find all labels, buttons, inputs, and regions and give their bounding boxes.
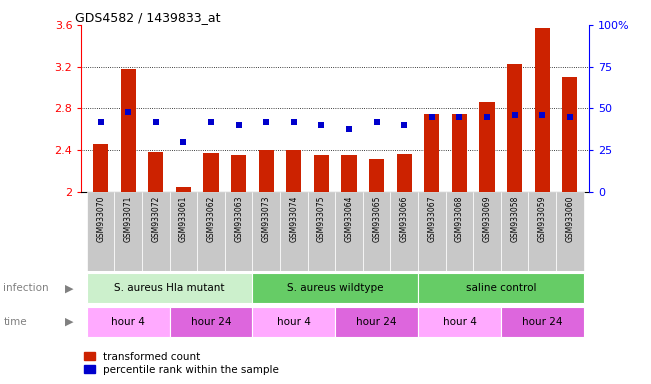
Bar xyxy=(418,192,446,271)
Bar xyxy=(396,154,412,192)
Bar xyxy=(253,273,418,303)
Bar xyxy=(87,192,115,271)
Text: GSM933065: GSM933065 xyxy=(372,196,381,242)
Bar xyxy=(534,28,550,192)
Bar xyxy=(446,192,473,271)
Bar xyxy=(170,307,253,337)
Bar xyxy=(142,192,170,271)
Text: GSM933064: GSM933064 xyxy=(344,196,353,242)
Legend: transformed count, percentile rank within the sample: transformed count, percentile rank withi… xyxy=(80,348,283,379)
Point xyxy=(288,119,299,125)
Bar xyxy=(258,150,274,192)
Text: GSM933073: GSM933073 xyxy=(262,196,271,242)
Bar xyxy=(418,273,584,303)
Bar xyxy=(231,156,246,192)
Point xyxy=(261,119,271,125)
Text: ▶: ▶ xyxy=(65,283,74,293)
Bar xyxy=(501,192,529,271)
Bar xyxy=(197,192,225,271)
Point xyxy=(426,114,437,120)
Text: GSM933072: GSM933072 xyxy=(152,196,160,242)
Text: S. aureus Hla mutant: S. aureus Hla mutant xyxy=(115,283,225,293)
Bar xyxy=(225,192,253,271)
Bar xyxy=(314,156,329,192)
Bar xyxy=(479,102,495,192)
Text: GSM933074: GSM933074 xyxy=(290,196,298,242)
Bar xyxy=(391,192,418,271)
Text: GSM933060: GSM933060 xyxy=(565,196,574,242)
Point xyxy=(150,119,161,125)
Bar xyxy=(363,192,391,271)
Bar xyxy=(473,192,501,271)
Bar xyxy=(342,156,357,192)
Point xyxy=(344,126,354,132)
Text: hour 24: hour 24 xyxy=(522,317,562,327)
Point xyxy=(372,119,382,125)
Point xyxy=(178,139,189,145)
Bar xyxy=(529,192,556,271)
Point xyxy=(234,122,244,128)
Text: hour 4: hour 4 xyxy=(277,317,311,327)
Bar xyxy=(253,192,280,271)
Text: infection: infection xyxy=(3,283,49,293)
Bar xyxy=(148,152,163,192)
Bar xyxy=(280,192,308,271)
Bar xyxy=(204,153,219,192)
Point xyxy=(123,109,133,115)
Text: S. aureus wildtype: S. aureus wildtype xyxy=(287,283,383,293)
Bar xyxy=(424,114,439,192)
Text: GDS4582 / 1439833_at: GDS4582 / 1439833_at xyxy=(75,12,221,25)
Point xyxy=(564,114,575,120)
Point xyxy=(399,122,409,128)
Bar xyxy=(87,273,253,303)
Point xyxy=(537,112,547,118)
Text: GSM933067: GSM933067 xyxy=(427,196,436,242)
Bar xyxy=(253,307,335,337)
Point xyxy=(316,122,327,128)
Bar xyxy=(556,192,584,271)
Text: GSM933062: GSM933062 xyxy=(206,196,215,242)
Text: GSM933063: GSM933063 xyxy=(234,196,243,242)
Bar xyxy=(120,69,136,192)
Point xyxy=(96,119,106,125)
Bar xyxy=(369,159,384,192)
Bar xyxy=(308,192,335,271)
Bar xyxy=(507,64,522,192)
Text: GSM933059: GSM933059 xyxy=(538,196,547,242)
Text: GSM933071: GSM933071 xyxy=(124,196,133,242)
Bar xyxy=(93,144,108,192)
Bar xyxy=(562,77,577,192)
Text: ▶: ▶ xyxy=(65,317,74,327)
Bar xyxy=(335,307,418,337)
Bar xyxy=(418,307,501,337)
Bar xyxy=(452,114,467,192)
Bar xyxy=(501,307,584,337)
Point xyxy=(510,112,520,118)
Bar xyxy=(335,192,363,271)
Text: GSM933075: GSM933075 xyxy=(317,196,326,242)
Point xyxy=(206,119,216,125)
Text: GSM933070: GSM933070 xyxy=(96,196,105,242)
Bar xyxy=(176,187,191,192)
Text: hour 4: hour 4 xyxy=(111,317,145,327)
Bar xyxy=(170,192,197,271)
Text: GSM933069: GSM933069 xyxy=(482,196,492,242)
Text: GSM933058: GSM933058 xyxy=(510,196,519,242)
Bar xyxy=(87,307,170,337)
Text: time: time xyxy=(3,317,27,327)
Text: GSM933066: GSM933066 xyxy=(400,196,409,242)
Text: hour 24: hour 24 xyxy=(191,317,231,327)
Text: GSM933068: GSM933068 xyxy=(455,196,464,242)
Point xyxy=(482,114,492,120)
Bar xyxy=(115,192,142,271)
Point xyxy=(454,114,465,120)
Text: saline control: saline control xyxy=(465,283,536,293)
Text: hour 4: hour 4 xyxy=(443,317,477,327)
Text: GSM933061: GSM933061 xyxy=(179,196,188,242)
Bar xyxy=(286,150,301,192)
Text: hour 24: hour 24 xyxy=(356,317,397,327)
